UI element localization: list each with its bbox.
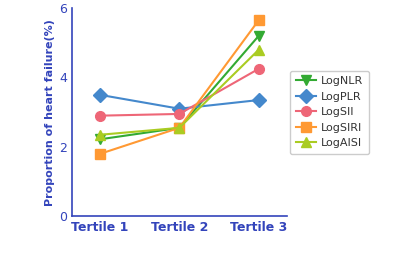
Line: LogSII: LogSII [95,64,264,121]
LogPLR [256,98,261,102]
LogSII [98,114,102,117]
LogSII [256,67,261,70]
LogAISI [256,48,261,51]
LogAISI [98,133,102,136]
LogSIRI [256,18,261,22]
LogAISI [177,126,182,129]
Line: LogAISI: LogAISI [95,45,264,140]
LogNLR [256,34,261,37]
Line: LogNLR: LogNLR [95,31,264,144]
LogSIRI [98,152,102,155]
LogSII [177,112,182,116]
Line: LogSIRI: LogSIRI [95,15,264,159]
LogSIRI [177,126,182,129]
Legend: LogNLR, LogPLR, LogSII, LogSIRI, LogAISI: LogNLR, LogPLR, LogSII, LogSIRI, LogAISI [290,70,369,154]
Y-axis label: Proportion of heart failure(%): Proportion of heart failure(%) [45,19,55,206]
LogPLR [177,107,182,110]
LogPLR [98,93,102,96]
Line: LogPLR: LogPLR [95,90,264,114]
LogNLR [177,126,182,129]
LogNLR [98,138,102,141]
